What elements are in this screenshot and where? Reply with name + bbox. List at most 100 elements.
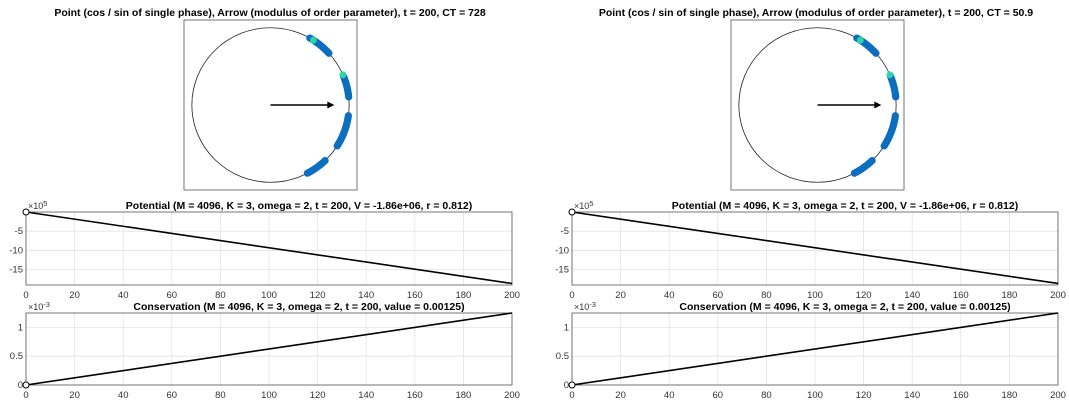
conservation-series-line (25, 312, 513, 386)
x-tick-label: 80 (761, 290, 772, 301)
conservation-origin-marker (22, 381, 30, 389)
conservation-axes-frame (25, 312, 513, 386)
x-tick-label: 60 (713, 390, 724, 401)
unit-circle (738, 27, 897, 183)
y-exponent-base: ×10 (574, 302, 589, 312)
order-parameter-arrowhead (327, 101, 335, 109)
x-tick-label: 100 (807, 390, 823, 401)
x-tick-label: 100 (261, 290, 277, 301)
y-tick-label: 0.5 (556, 351, 569, 362)
x-tick-label: 0 (569, 390, 574, 401)
x-tick-label: 200 (504, 290, 520, 301)
x-tick-label: 120 (856, 390, 872, 401)
y-exponent-power: -3 (589, 300, 596, 309)
x-tick-label: 200 (1050, 390, 1066, 401)
y-tick-label: -10 (9, 245, 23, 256)
y-tick-label: 1 (18, 322, 23, 333)
x-tick-label: 120 (310, 390, 326, 401)
potential-plot-1: Potential (M = 4096, K = 3, omega = 2, t… (555, 199, 1066, 301)
highlight-phase-point (886, 71, 894, 79)
x-tick-label: 0 (23, 390, 28, 401)
y-exponent-label: ×10-3 (28, 300, 50, 312)
x-tick-label: 60 (167, 290, 178, 301)
x-tick-label: 20 (69, 290, 80, 301)
conservation-origin-marker (568, 381, 576, 389)
potential-title: Potential (M = 4096, K = 3, omega = 2, t… (126, 200, 472, 212)
x-tick-label: 40 (664, 290, 675, 301)
x-tick-label: 100 (261, 390, 277, 401)
highlight-phase-point (309, 36, 317, 44)
potential-series-line (25, 211, 513, 285)
x-tick-label: 160 (407, 390, 423, 401)
x-tick-label: 140 (358, 390, 374, 401)
y-exponent-base: ×10 (28, 201, 43, 211)
x-tick-label: 180 (455, 390, 471, 401)
order-parameter-arrowhead (874, 101, 882, 109)
x-tick-label: 20 (69, 390, 80, 401)
phase-point (891, 112, 899, 120)
potential-axes-frame (571, 211, 1059, 286)
highlight-phase-point (856, 36, 864, 44)
y-tick-label: 1 (564, 322, 569, 333)
y-exponent-label: ×105 (574, 199, 593, 211)
phase-point (321, 156, 329, 165)
x-tick-label: 80 (215, 390, 226, 401)
conservation-plot-1: Conservation (M = 4096, K = 3, omega = 2… (556, 300, 1066, 401)
x-tick-label: 180 (1001, 390, 1017, 401)
x-tick-label: 120 (310, 290, 326, 301)
conservation-plot-0: Conservation (M = 4096, K = 3, omega = 2… (10, 300, 520, 401)
y-exponent-label: ×10-3 (574, 300, 596, 312)
y-tick-label: 0 (564, 380, 569, 391)
x-tick-label: 120 (856, 290, 872, 301)
conservation-axes-frame (571, 312, 1059, 386)
y-tick-label: -10 (555, 245, 569, 256)
conservation-title: Conservation (M = 4096, K = 3, omega = 2… (679, 301, 1010, 313)
x-tick-label: 80 (215, 290, 226, 301)
potential-series-line (571, 211, 1059, 285)
y-exponent-base: ×10 (574, 201, 589, 211)
potential-plot-0: Potential (M = 4096, K = 3, omega = 2, t… (9, 199, 520, 301)
circle-plot-title: Point (cos / sin of single phase), Arrow… (54, 7, 486, 19)
x-tick-label: 200 (504, 390, 520, 401)
x-tick-label: 180 (1001, 290, 1017, 301)
x-tick-label: 40 (118, 390, 129, 401)
x-tick-label: 100 (807, 290, 823, 301)
x-tick-label: 140 (358, 290, 374, 301)
x-tick-label: 140 (904, 390, 920, 401)
y-exponent-base: ×10 (28, 302, 43, 312)
x-tick-label: 0 (569, 290, 574, 301)
y-tick-label: -5 (561, 226, 569, 237)
x-tick-label: 60 (713, 290, 724, 301)
y-exponent-label: ×105 (28, 199, 47, 211)
circle-plot-frame (183, 19, 358, 191)
x-tick-label: 160 (407, 290, 423, 301)
circle-plot-1: Point (cos / sin of single phase), Arrow… (599, 7, 1033, 191)
x-tick-label: 20 (615, 290, 626, 301)
potential-origin-marker (22, 208, 30, 216)
y-tick-label: 0 (18, 380, 23, 391)
x-tick-label: 20 (615, 390, 626, 401)
conservation-title: Conservation (M = 4096, K = 3, omega = 2… (133, 301, 464, 313)
y-exponent-power: 5 (43, 199, 47, 208)
circle-plot-frame (730, 19, 905, 191)
potential-origin-marker (568, 208, 576, 216)
x-tick-label: 60 (167, 390, 178, 401)
x-tick-label: 140 (904, 290, 920, 301)
x-tick-label: 200 (1050, 290, 1066, 301)
x-tick-label: 160 (953, 390, 969, 401)
circle-plot-title: Point (cos / sin of single phase), Arrow… (599, 7, 1033, 19)
x-tick-label: 0 (23, 290, 28, 301)
conservation-series-line (571, 312, 1059, 386)
x-tick-label: 40 (664, 390, 675, 401)
phase-point (868, 156, 876, 165)
y-tick-label: -15 (9, 265, 23, 276)
unit-circle (191, 27, 350, 183)
y-exponent-power: 5 (589, 199, 593, 208)
x-tick-label: 80 (761, 390, 772, 401)
phase-point (344, 112, 352, 120)
y-tick-label: 0.5 (10, 351, 23, 362)
x-tick-label: 180 (455, 290, 471, 301)
x-tick-label: 40 (118, 290, 129, 301)
highlight-phase-point (339, 71, 347, 79)
